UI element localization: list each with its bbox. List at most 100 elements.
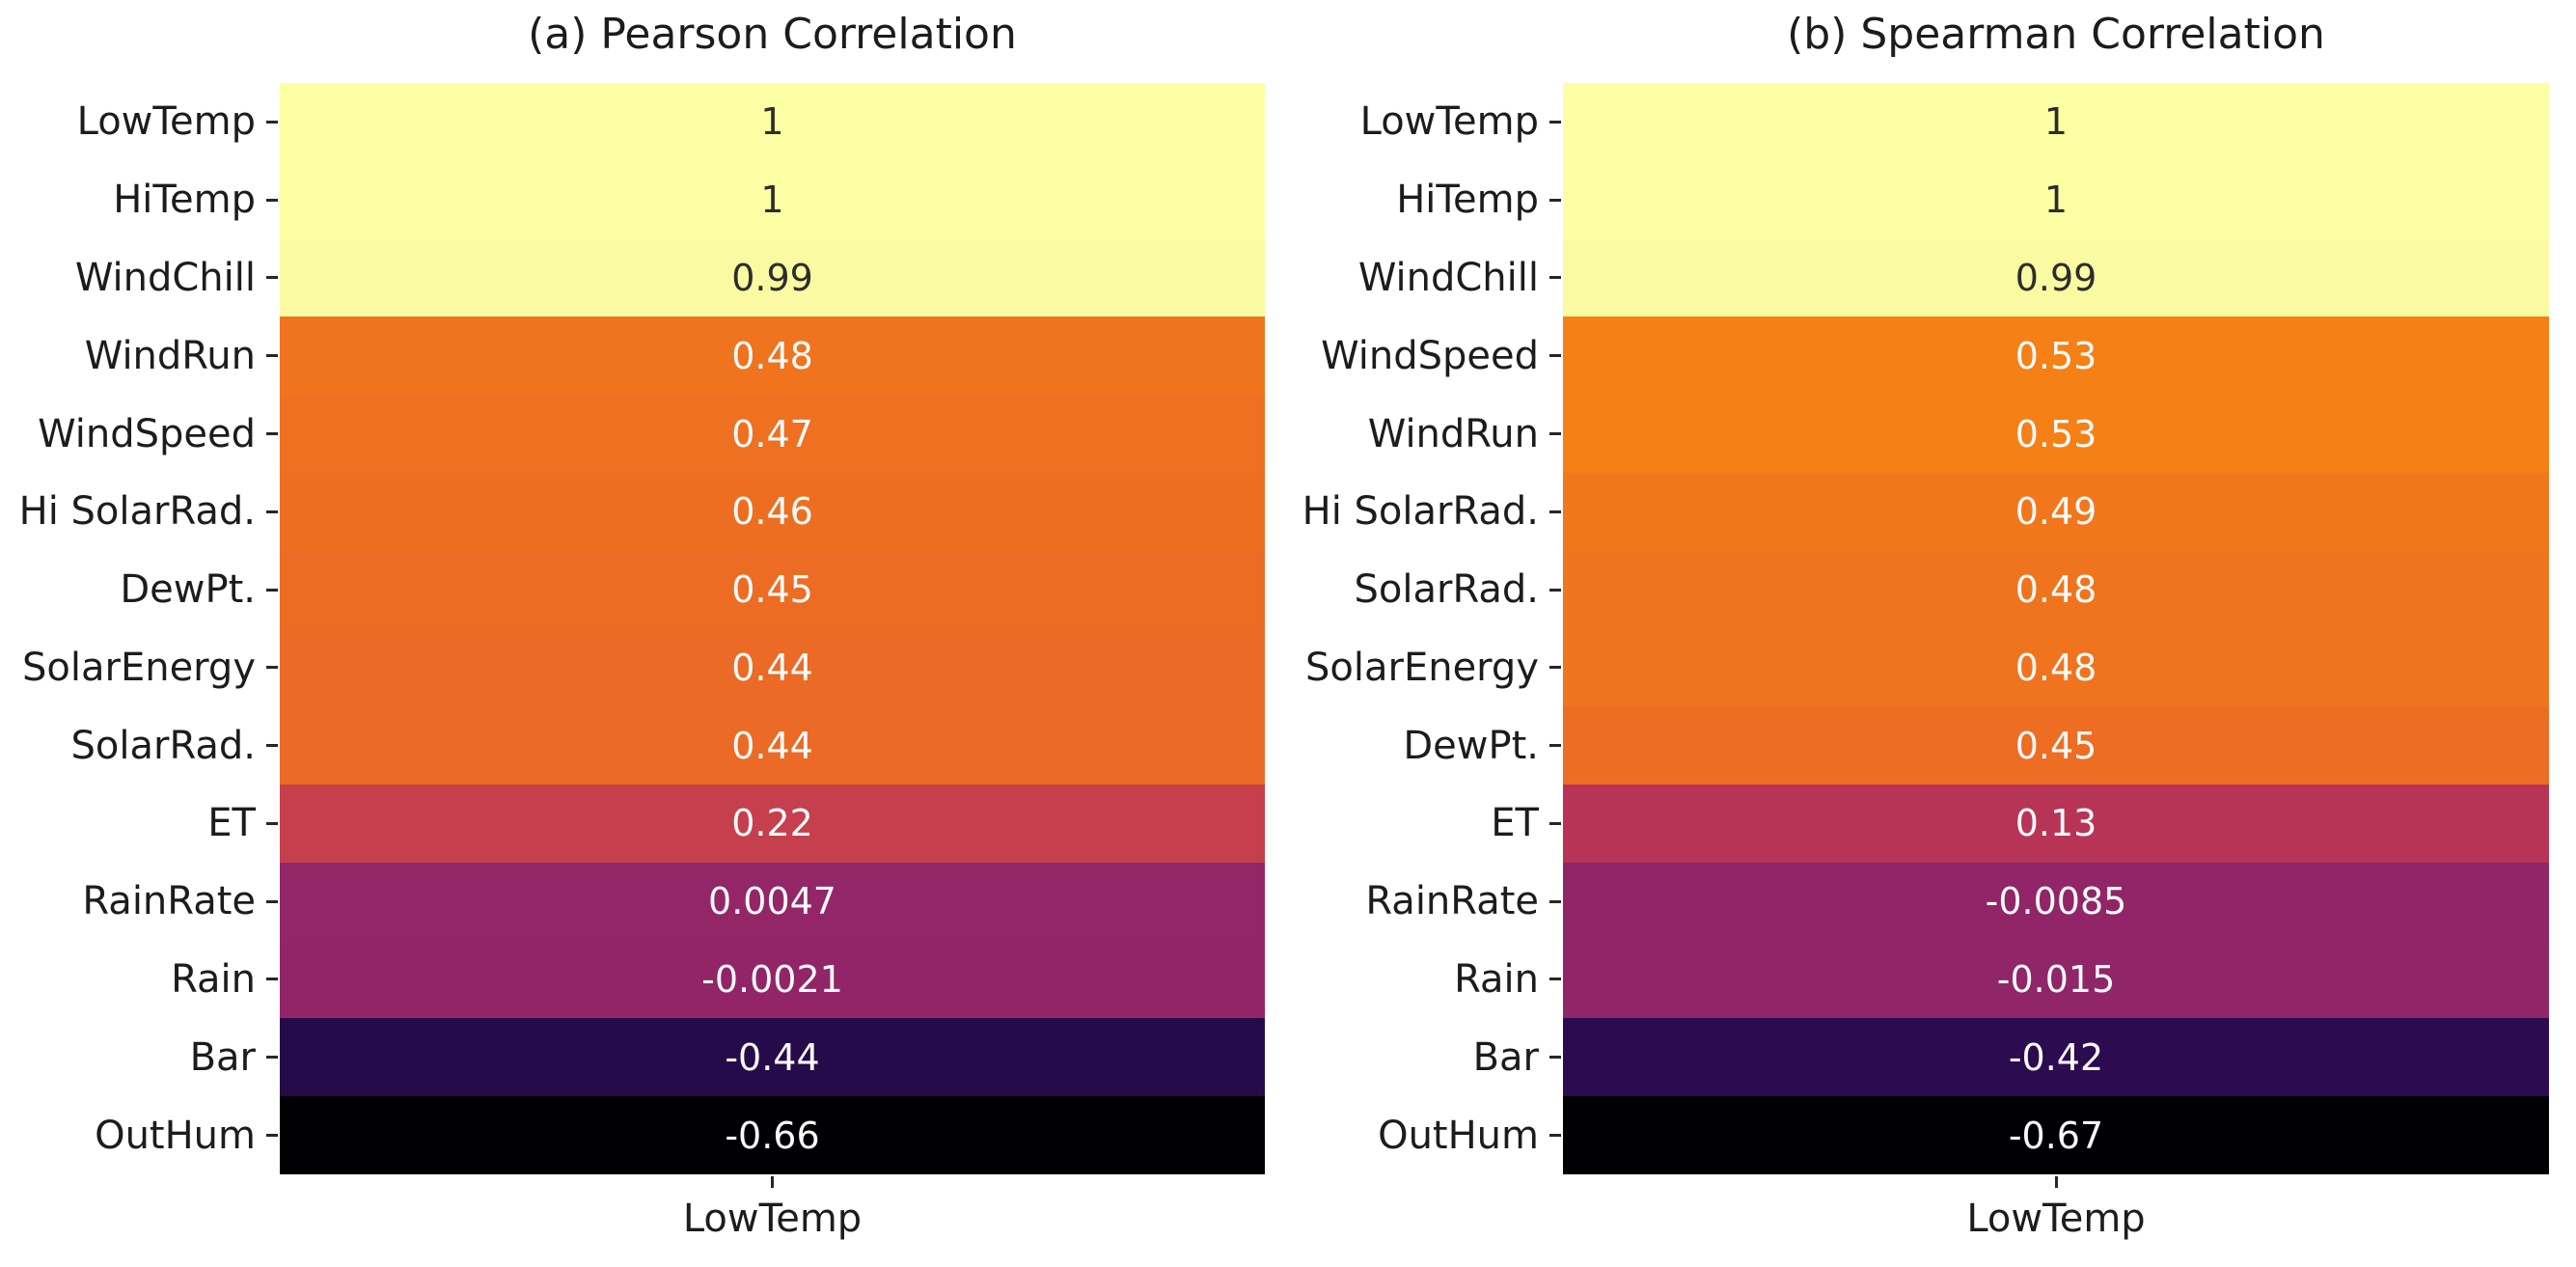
heatmap-row: SolarRad. 0.48 [1288, 550, 2549, 629]
y-tick-mark [266, 744, 278, 748]
heatmap-cell: 0.47 [280, 395, 1265, 473]
y-tick-label: WindChill [74, 255, 256, 300]
heatmap-row: SolarEnergy 0.48 [1288, 628, 2549, 707]
heatmap-row: LowTemp 1 [0, 83, 1265, 161]
pearson-x-tick-mark [771, 1176, 774, 1188]
spearman-panel-title: (b) Spearman Correlation [1787, 10, 2325, 59]
y-tick-mark [1549, 899, 1561, 903]
y-tick-label: OutHum [1378, 1113, 1539, 1158]
heatmap-cell: -0.015 [1563, 940, 2549, 1019]
heatmap-row: Bar -0.42 [1288, 1018, 2549, 1097]
y-tick-mark [1549, 276, 1561, 280]
heatmap-row: ET 0.13 [1288, 785, 2549, 863]
y-tick-mark [1549, 120, 1561, 124]
y-tick-label: DewPt. [120, 567, 256, 613]
y-tick-mark [266, 978, 278, 981]
heatmap-row: WindSpeed 0.47 [0, 395, 1265, 473]
y-tick-label: SolarEnergy [1305, 645, 1539, 690]
pearson-x-tick-label: LowTemp [682, 1197, 863, 1241]
heatmap-cell: 0.44 [280, 706, 1265, 785]
heatmap-row: RainRate 0.0047 [0, 862, 1265, 941]
y-tick-label: DewPt. [1403, 723, 1539, 768]
y-tick-mark [266, 120, 278, 124]
heatmap-row: HiTemp 1 [0, 160, 1265, 239]
heatmap-cell: 0.46 [280, 472, 1265, 551]
heatmap-row: LowTemp 1 [1288, 83, 2549, 161]
heatmap-row: WindRun 0.48 [0, 317, 1265, 396]
y-tick-mark [1549, 1134, 1561, 1138]
y-tick-mark [1549, 744, 1561, 748]
y-tick-mark [266, 354, 278, 358]
y-tick-label: WindSpeed [1321, 333, 1539, 378]
spearman-x-tick-label: LowTemp [1966, 1197, 2146, 1241]
y-tick-label: Rain [1454, 956, 1539, 1002]
heatmap-row: Hi SolarRad. 0.46 [0, 472, 1265, 551]
y-tick-label: ET [1491, 801, 1539, 846]
heatmap-cell: 1 [280, 83, 1265, 161]
heatmap-row: Bar -0.44 [0, 1018, 1265, 1097]
y-tick-label: Bar [189, 1034, 256, 1080]
y-tick-mark [266, 1134, 278, 1138]
y-tick-label: SolarRad. [1354, 567, 1539, 613]
y-tick-mark [266, 588, 278, 592]
y-tick-mark [266, 432, 278, 436]
heatmap-row: RainRate -0.0085 [1288, 862, 2549, 941]
heatmap-row: SolarRad. 0.44 [0, 706, 1265, 785]
heatmap-row: Rain -0.0021 [0, 940, 1265, 1019]
y-tick-label: RainRate [1365, 879, 1539, 924]
heatmap-cell: 0.48 [1563, 628, 2549, 707]
pearson-heatmap: LowTemp 1 HiTemp 1 WindChill 0.99 WindRun 0.48 W… [0, 83, 1265, 1174]
y-tick-mark [1549, 588, 1561, 592]
y-tick-label: SolarRad. [70, 723, 256, 768]
y-tick-label: LowTemp [76, 99, 256, 145]
y-tick-mark [266, 510, 278, 513]
heatmap-cell: 0.53 [1563, 395, 2549, 473]
y-tick-mark [266, 899, 278, 903]
pearson-panel-title: (a) Pearson Correlation [528, 10, 1017, 59]
heatmap-row: WindRun 0.53 [1288, 395, 2549, 473]
heatmap-cell: 0.44 [280, 628, 1265, 707]
heatmap-cell: -0.42 [1563, 1018, 2549, 1097]
heatmap-cell: 0.48 [280, 317, 1265, 396]
heatmap-cell: 0.99 [280, 238, 1265, 317]
heatmap-cell: -0.44 [280, 1018, 1265, 1097]
y-tick-label: OutHum [95, 1113, 256, 1158]
y-tick-label: LowTemp [1359, 99, 1539, 145]
heatmap-row: DewPt. 0.45 [0, 550, 1265, 629]
spearman-heatmap: LowTemp 1 HiTemp 1 WindChill 0.99 WindSpeed 0.5… [1288, 83, 2549, 1174]
y-tick-label: WindRun [84, 333, 256, 378]
heatmap-cell: 0.45 [280, 550, 1265, 629]
heatmap-row: OutHum -0.67 [1288, 1096, 2549, 1174]
heatmap-row: Rain -0.015 [1288, 940, 2549, 1019]
y-tick-mark [1549, 978, 1561, 981]
heatmap-cell: -0.0021 [280, 940, 1265, 1019]
y-tick-mark [266, 821, 278, 825]
y-tick-label: HiTemp [1396, 178, 1539, 223]
heatmap-cell: 0.0047 [280, 862, 1265, 941]
heatmap-cell: -0.66 [280, 1096, 1265, 1174]
y-tick-label: SolarEnergy [22, 645, 256, 690]
heatmap-cell: 0.22 [280, 785, 1265, 863]
heatmap-cell: -0.67 [1563, 1096, 2549, 1174]
y-tick-mark [1549, 354, 1561, 358]
heatmap-row: SolarEnergy 0.44 [0, 628, 1265, 707]
y-tick-label: WindChill [1357, 255, 1539, 300]
heatmap-row: OutHum -0.66 [0, 1096, 1265, 1174]
heatmap-cell: 1 [1563, 83, 2549, 161]
y-tick-mark [1549, 1056, 1561, 1060]
heatmap-row: DewPt. 0.45 [1288, 706, 2549, 785]
y-tick-mark [266, 666, 278, 670]
y-tick-label: Rain [171, 956, 256, 1002]
y-tick-label: ET [207, 801, 256, 846]
y-tick-mark [1549, 510, 1561, 513]
heatmap-cell: 0.48 [1563, 550, 2549, 629]
y-tick-mark [266, 276, 278, 280]
y-tick-mark [266, 198, 278, 202]
y-tick-label: RainRate [82, 879, 256, 924]
y-tick-mark [266, 1056, 278, 1060]
y-tick-label: WindSpeed [38, 411, 256, 456]
y-tick-label: WindRun [1367, 411, 1539, 456]
spearman-x-tick-mark [2055, 1176, 2058, 1188]
heatmap-row: WindSpeed 0.53 [1288, 317, 2549, 396]
